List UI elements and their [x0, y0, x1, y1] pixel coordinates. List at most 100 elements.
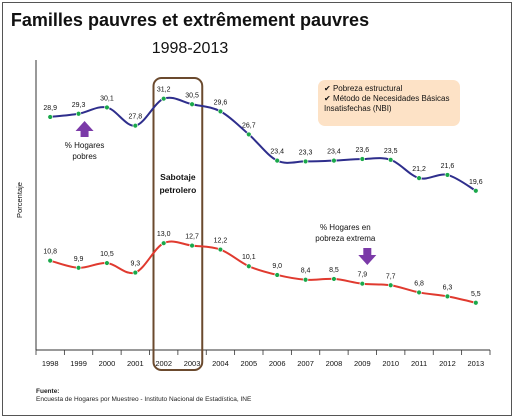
series-1-data-label: 23,6 [356, 147, 370, 154]
series-2-data-label: 10,5 [100, 251, 114, 258]
x-tick-label: 2007 [297, 359, 314, 368]
x-tick-label: 2001 [127, 359, 144, 368]
series-2-point [246, 263, 252, 269]
series-1-data-label: 21,2 [412, 166, 426, 173]
series-2-point [47, 257, 53, 264]
x-tick-label: 2004 [212, 359, 229, 368]
series-2-data-label: 12,7 [185, 234, 199, 241]
series-2-point [217, 246, 224, 253]
series-1-data-label: 21,6 [441, 163, 455, 170]
series-1-data-label: 31,2 [157, 87, 171, 94]
series-2-data-label: 12,2 [214, 238, 228, 245]
series-2-point [104, 260, 110, 266]
x-tick-label: 2008 [326, 359, 343, 368]
legend-label-2: Método de Necesidades Básicas Insatisfec… [324, 94, 450, 113]
series-1-data-label: 23,4 [327, 149, 341, 156]
series-1-point [104, 104, 110, 111]
hogares-pobres-label-line1: % Hogares [65, 141, 105, 150]
x-tick-label: 2000 [99, 359, 116, 368]
series-2-point [359, 280, 366, 287]
series-1-point [387, 157, 394, 163]
source-heading: Fuente: [36, 388, 60, 395]
series-1-point [47, 114, 53, 120]
series-1-data-label: 29,6 [214, 99, 228, 106]
series-1-point [217, 108, 224, 115]
x-tick-label: 1999 [70, 359, 87, 368]
series-2-point [274, 272, 280, 278]
series-2-point [331, 276, 337, 282]
x-tick-label: 1998 [42, 359, 59, 368]
x-tick-label: 2012 [439, 359, 456, 368]
series-1-point [416, 175, 422, 181]
legend-item-1: ✔ Pobreza estructural [324, 84, 403, 93]
legend: ✔ Pobreza estructural ✔ Método de Necesi… [318, 80, 460, 126]
series-1-point [132, 122, 139, 129]
hogares-extrema-arrow [358, 248, 377, 265]
hogares-pobres-arrow [75, 121, 94, 137]
series-line-1 [50, 96, 477, 192]
series-2-point [473, 300, 479, 306]
series-2-point [132, 269, 139, 276]
x-tick-label: 2006 [269, 359, 286, 368]
series-2-point [160, 240, 167, 246]
series-2-data-label: 6,3 [443, 284, 453, 291]
series-2-data-label: 9,9 [74, 256, 84, 263]
series-2-data-label: 9,0 [272, 263, 282, 270]
hogares-extrema-label-line1: % Hogares en [320, 223, 371, 232]
series-1-data-label: 23,3 [299, 149, 313, 156]
series-1-data-label: 23,5 [384, 148, 398, 155]
series-1-point [75, 111, 82, 117]
x-tick-label: 2009 [354, 359, 371, 368]
series-1-data-label: 26,7 [242, 122, 256, 129]
x-tick-label: 2011 [411, 359, 427, 368]
series-2-data-label: 7,9 [357, 272, 367, 279]
series-2-data-label: 6,8 [414, 280, 424, 287]
series-2-point [302, 277, 309, 283]
series-1-point [444, 172, 451, 178]
series-2-data-label: 5,5 [471, 291, 481, 298]
x-tick-label: 2005 [240, 359, 257, 368]
series-2-point [387, 282, 394, 288]
series-1-point [160, 95, 167, 102]
series-1-data-label: 27,8 [129, 114, 143, 121]
series-2-point [75, 265, 82, 271]
x-tick-label: 2013 [467, 359, 484, 368]
chart-frame [2, 2, 512, 416]
series-1-point [246, 131, 252, 138]
x-tick-label: 2010 [382, 359, 399, 368]
series-1-point [274, 157, 280, 164]
sabotaje-box [152, 77, 204, 371]
series-1-point [302, 158, 309, 165]
series-2-data-label: 13,0 [157, 231, 171, 238]
series-2-data-label: 9,3 [130, 261, 140, 268]
series-1-point [473, 188, 479, 194]
legend-item-2: ✔ Método de Necesidades Básicas Insatisf… [324, 94, 450, 113]
series-2-point [189, 242, 195, 249]
series-2-data-label: 7,7 [386, 273, 396, 280]
series-2-point [444, 293, 451, 300]
series-1-point [331, 157, 337, 164]
series-2-data-label: 8,5 [329, 267, 339, 274]
series-1-data-label: 28,9 [43, 105, 57, 112]
series-2-data-label: 10,1 [242, 254, 256, 261]
y-axis-label: Porcentaje [15, 182, 24, 218]
series-2-data-label: 10,8 [43, 249, 57, 256]
legend-label-1: Pobreza estructural [332, 84, 403, 93]
chart-subtitle: 1998-2013 [151, 40, 229, 57]
series-1-data-label: 23,4 [270, 149, 284, 156]
source-text: Encuesta de Hogares por Muestreo - Insti… [36, 396, 252, 403]
chart-title: Familles pauvres et extrêmement pauvres [10, 10, 370, 30]
series-1-point [189, 101, 195, 107]
series-line-2 [49, 240, 477, 304]
series-1-data-label: 29,3 [72, 102, 86, 109]
hogares-pobres-label-line2: pobres [72, 152, 96, 161]
hogares-extrema-label-line2: pobreza extrema [315, 234, 376, 243]
sabotaje-label-line1: Sabotaje [160, 172, 196, 182]
series-2-data-label: 8,4 [301, 268, 311, 275]
source-note: Fuente: Encuesta de Hogares por Muestreo… [36, 388, 251, 404]
series-1-point [359, 156, 366, 162]
sabotaje-label-line2: petrolero [159, 185, 196, 195]
x-tick-label: 2003 [184, 359, 201, 368]
series-1-data-label: 30,1 [100, 95, 114, 102]
